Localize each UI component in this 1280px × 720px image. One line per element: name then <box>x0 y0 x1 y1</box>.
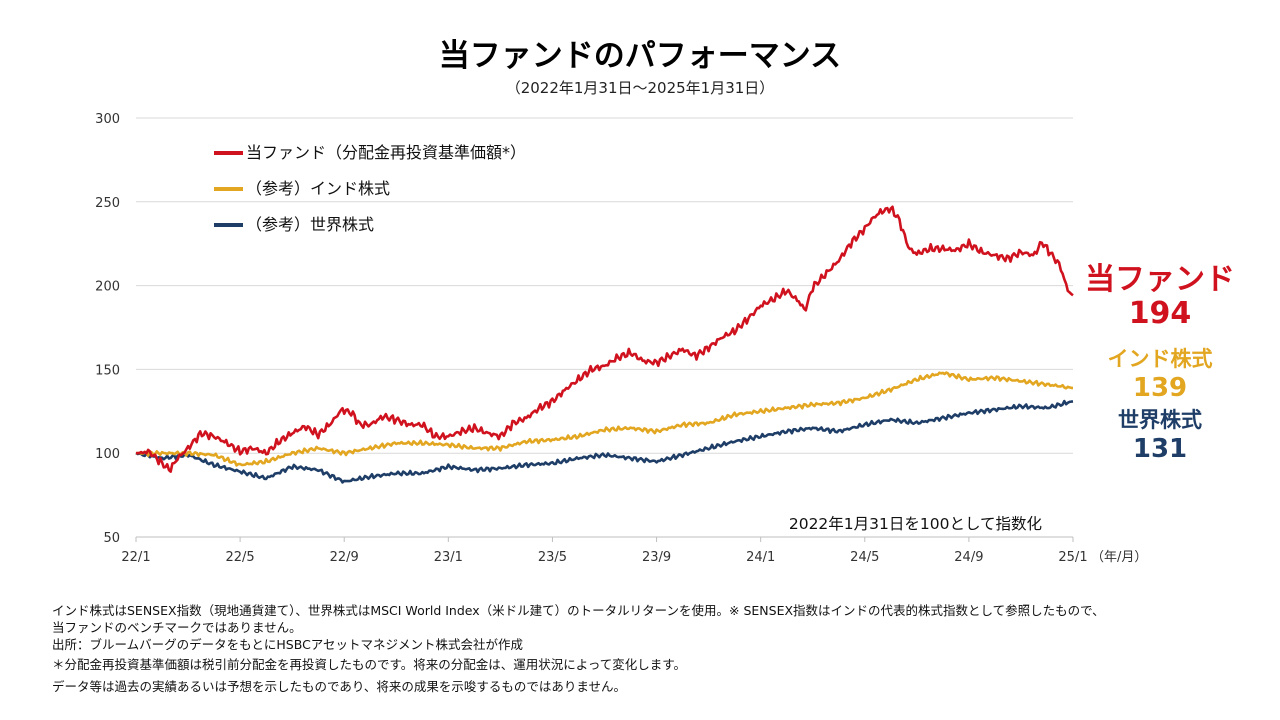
x-tick-label: 24/5 <box>850 550 879 565</box>
footnote-line: インド株式はSENSEX指数（現地通貨建て）、世界株式はMSCI World I… <box>52 603 1105 618</box>
x-tick-label: 23/5 <box>538 550 567 565</box>
india-end-label: インド株式 139 <box>1085 343 1235 403</box>
india-end-name: インド株式 <box>1107 347 1213 371</box>
y-tick-label: 250 <box>95 196 120 211</box>
footnote-line: データ等は過去の実績あるいは予想を示したものであり、将来の成果を示唆するものでは… <box>52 679 627 694</box>
legend-label-fund: 当ファンド（分配金再投資基準価額*） <box>246 143 526 162</box>
x-tick-label: 22/9 <box>330 550 359 565</box>
world-end-value: 131 <box>1132 434 1188 464</box>
x-unit-label: （年/月） <box>1091 550 1147 565</box>
chart-subtitle: （2022年1月31日～2025年1月31日） <box>505 79 775 97</box>
india-end-value: 139 <box>1132 373 1188 403</box>
footnote-line: 当ファンドのベンチマークではありません。 <box>52 620 302 635</box>
world-series-line <box>135 399 1074 484</box>
x-tick-label: 23/1 <box>434 550 463 565</box>
x-tick-label: 24/1 <box>746 550 775 565</box>
y-tick-label: 300 <box>95 112 120 127</box>
y-tick-label: 50 <box>103 531 120 546</box>
footnote-line: 出所：ブルームバーグのデータをもとにHSBCアセットマネジメント株式会社が作成 <box>52 637 524 652</box>
fund-end-name: 当ファンド <box>1085 262 1235 297</box>
x-tick-label: 24/9 <box>954 550 983 565</box>
index-note: 2022年1月31日を100として指数化 <box>789 515 1042 533</box>
x-tick-label: 23/9 <box>642 550 671 565</box>
india-series-line <box>135 371 1073 467</box>
x-tick-label: 22/1 <box>121 550 150 565</box>
chart-title: 当ファンドのパフォーマンス <box>438 38 842 74</box>
footnotes: インド株式はSENSEX指数（現地通貨建て）、世界株式はMSCI World I… <box>52 602 1105 695</box>
world-end-label: 世界株式 131 <box>1085 404 1235 464</box>
legend-label-world: （参考）世界株式 <box>246 215 374 234</box>
fund-end-label: 当ファンド 194 <box>1075 254 1245 331</box>
footnote-line: ＊分配金再投資基準価額は税引前分配金を再投資したものです。将来の分配金は、運用状… <box>52 657 687 672</box>
world-end-name: 世界株式 <box>1118 408 1202 432</box>
y-tick-label: 200 <box>95 280 120 295</box>
x-tick-label: 22/5 <box>226 550 255 565</box>
x-tick-label: 25/1 <box>1058 550 1087 565</box>
y-tick-label: 100 <box>95 447 120 462</box>
performance-chart: 50 100 150 200 250 300 22/1 22/5 22/9 23/1 23/5 23/… <box>95 112 1147 565</box>
fund-end-value: 194 <box>1128 296 1192 331</box>
y-tick-label: 150 <box>95 363 120 378</box>
legend-label-india: （参考）インド株式 <box>246 179 390 198</box>
fund-series-line <box>135 205 1074 473</box>
